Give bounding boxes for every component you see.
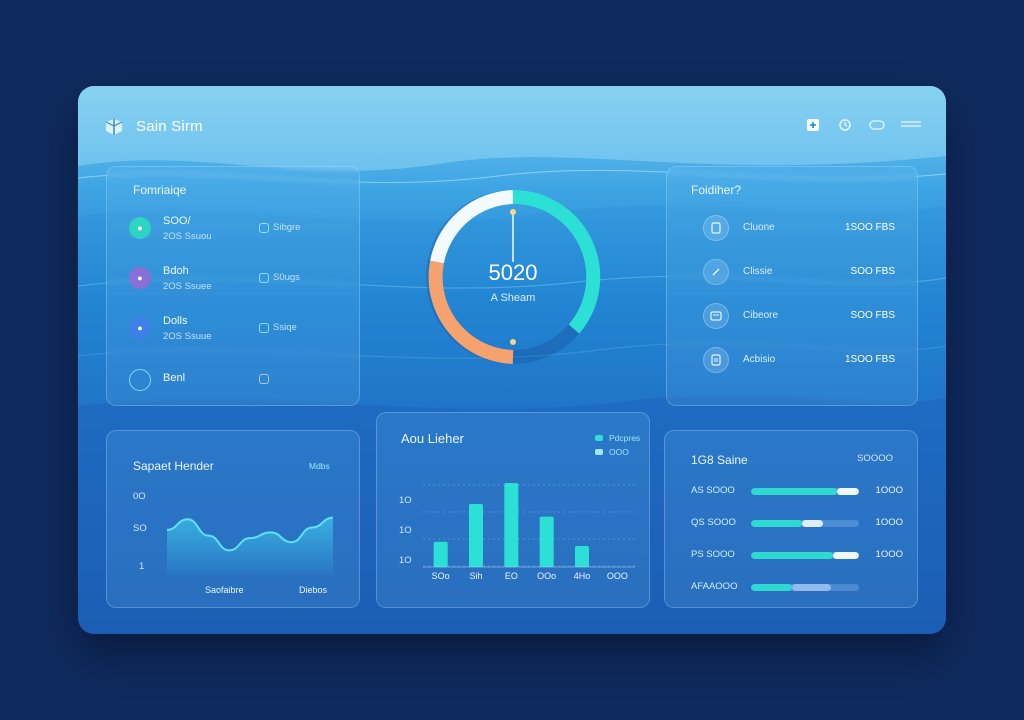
y-axis-label: 1 — [139, 561, 145, 572]
list-item[interactable]: Cluone 1SOO FBS — [703, 215, 895, 243]
card-icon — [703, 303, 729, 329]
progress-row: QS SOOO 1OOO — [691, 517, 903, 528]
area-chart-panel: Sapaet Hender Mdbs 0O SO 1 Saofaibre Die… — [106, 430, 360, 608]
progress-fill-secondary — [801, 520, 824, 527]
circle-icon — [129, 369, 151, 391]
progress-row: AFAAOOO — [691, 581, 903, 595]
panel-title: Foidiher? — [691, 183, 742, 197]
chart-title: Sapaet Hender — [133, 459, 214, 473]
progress-bar — [751, 520, 859, 527]
list-item[interactable]: Cibeore SOO FBS — [703, 303, 895, 331]
x-axis-labels: SOo Sih EO OOo 4Ho OOO — [423, 571, 635, 585]
progress-fill-secondary — [837, 488, 859, 495]
area-chart — [166, 516, 334, 575]
plus-square-icon[interactable] — [804, 116, 822, 134]
user-icon: ● — [129, 267, 151, 289]
contacts-panel: Fomriaiqe ● SOO/ 2OS Ssuou Sibgre ● Bdoh… — [106, 166, 360, 406]
x-axis-label: Sih — [469, 571, 483, 581]
list-item[interactable]: ● Bdoh 2OS Ssuee S0ugs — [129, 265, 345, 295]
progress-row: AS SOOO 1OOO — [691, 485, 903, 496]
doc-icon — [703, 215, 729, 241]
bar — [504, 483, 519, 567]
series-line — [166, 516, 334, 552]
progress-fill-secondary — [792, 584, 831, 591]
x-axis-label: OOO — [606, 571, 628, 581]
panel-title: Fomriaiqe — [133, 183, 187, 197]
top-bar: Sain Sirm — [78, 86, 946, 166]
refresh-icon[interactable] — [836, 116, 854, 134]
y-axis-label: SO — [133, 523, 147, 534]
gauge: 5020 A Sheam — [418, 182, 608, 382]
gauge-label: A Sheam — [490, 292, 536, 304]
x-axis-label: Saofaibre — [205, 585, 244, 595]
progress-bar — [751, 584, 859, 591]
bar-chart — [423, 483, 635, 568]
gauge-ring — [426, 189, 601, 364]
menu-icon[interactable] — [900, 116, 922, 134]
list-item[interactable]: Benl — [129, 367, 345, 397]
dashboard-window: Sain Sirm Fomriaiqe ● SOO/ 2OS Ssuou Sib… — [78, 86, 946, 634]
logo-icon — [105, 119, 123, 135]
edit-icon — [703, 259, 729, 285]
bar — [539, 516, 554, 567]
x-axis-label: 4Ho — [573, 571, 591, 581]
progress-fill-secondary — [833, 552, 859, 559]
chart-title: Aou Lieher — [401, 431, 464, 446]
gauge-segment-white — [430, 190, 514, 264]
list-item[interactable]: Acbisio 1SOO FBS — [703, 347, 895, 375]
x-axis-label: OOo — [537, 571, 557, 581]
gauge-segment-accent — [512, 189, 601, 334]
progress-fill — [751, 520, 802, 527]
tag-icon — [259, 272, 269, 283]
app-title: Sain Sirm — [136, 118, 203, 135]
progress-fill — [751, 584, 793, 591]
bar-chart-panel: Aou Lieher Pdcpres OOO 1O 1O 1O SOo Sih EO… — [376, 412, 650, 608]
bar — [433, 541, 448, 567]
leaf-icon: ● — [129, 217, 151, 239]
drop-icon: ● — [129, 317, 151, 339]
x-axis-label: Diebos — [299, 585, 328, 595]
gauge-segment-orange — [428, 260, 514, 364]
tag-icon — [259, 222, 269, 233]
tag-icon — [259, 322, 269, 333]
y-axis-label: 1O — [399, 525, 412, 536]
toggle-icon[interactable] — [868, 116, 886, 134]
legend-item: Pdcpres — [595, 433, 640, 443]
progress-bar — [751, 552, 859, 559]
chart-badge: Mdbs — [309, 461, 330, 471]
tag-icon — [259, 374, 269, 384]
x-axis-label: SOo — [431, 571, 450, 581]
y-axis-label: 0O — [133, 491, 146, 502]
x-axis-label: EO — [504, 571, 518, 581]
summary-panel: Foidiher? Cluone 1SOO FBS Clissie SOO FB… — [666, 166, 918, 406]
y-axis-label: 1O — [399, 555, 412, 566]
file-icon — [703, 347, 729, 373]
panel-title: 1G8 Saine — [691, 453, 748, 467]
legend-item: OOO — [595, 447, 629, 457]
list-item[interactable]: Clissie SOO FBS — [703, 259, 895, 287]
progress-panel: 1G8 Saine SOOOO AS SOOO 1OOO QS SOOO 1OO… — [664, 430, 918, 608]
list-item[interactable]: ● SOO/ 2OS Ssuou Sibgre — [129, 215, 345, 245]
bar — [575, 546, 589, 567]
area-fill — [167, 517, 333, 575]
list-item[interactable]: ● Dolls 2OS Ssuue Ssiqe — [129, 315, 345, 345]
progress-row: PS SOOO 1OOO — [691, 549, 903, 560]
gauge-value: 5020 — [488, 260, 538, 285]
progress-fill — [751, 552, 834, 559]
y-axis-label: 1O — [399, 495, 412, 506]
panel-badge: SOOOO — [857, 453, 893, 464]
progress-bar — [751, 488, 859, 495]
progress-fill — [751, 488, 838, 495]
bar — [469, 504, 483, 567]
top-icons — [804, 116, 922, 134]
